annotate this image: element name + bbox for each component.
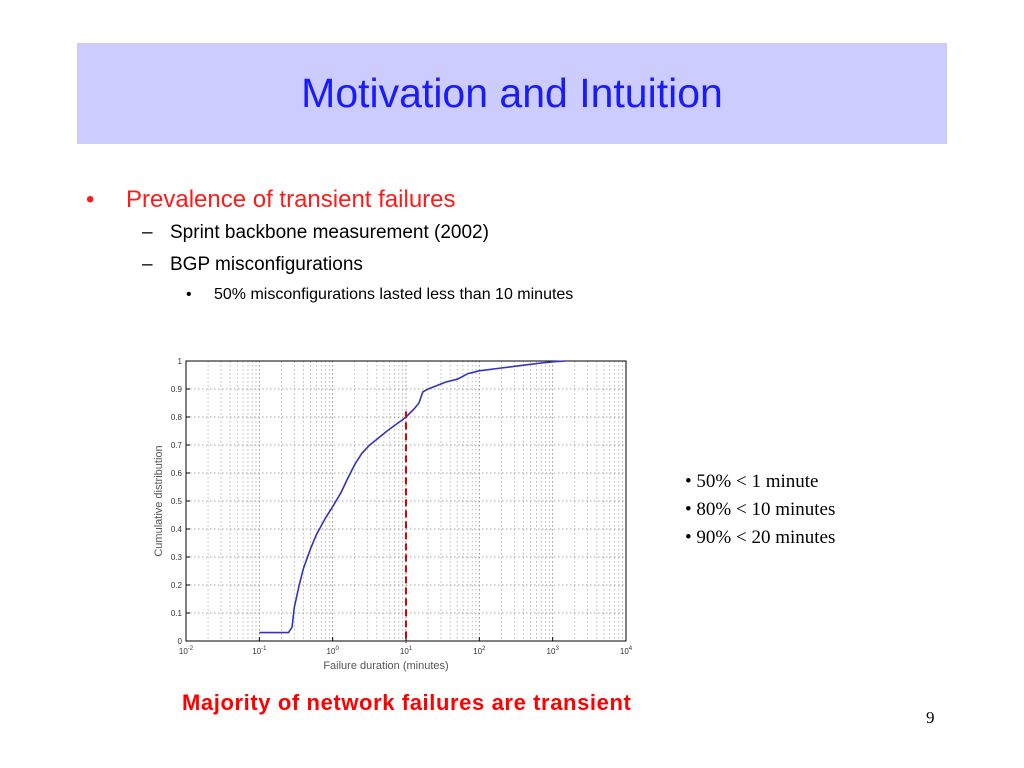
conclusion-text: Majority of network failures are transie… [182, 690, 632, 715]
bullet-text: Sprint backbone measurement (2002) [170, 222, 489, 243]
bullet-bgp-misconfigurations: – BGP misconfigurations [142, 254, 886, 286]
y-tick-label: 0 [178, 637, 183, 646]
note-90-percent: • 90% < 20 minutes [685, 527, 836, 548]
x-tick-label: 10-2 [179, 646, 194, 656]
bullet-list: • Prevalence of transient failures – Spr… [86, 186, 886, 312]
x-tick-exponent: 4 [629, 646, 633, 652]
dash-marker: – [142, 222, 153, 243]
x-tick-label: 101 [400, 646, 413, 656]
x-tick-label: 103 [547, 646, 560, 656]
note-50-percent: • 50% < 1 minute [685, 471, 819, 492]
y-tick-label: 0.9 [171, 385, 183, 394]
series-layer [259, 360, 566, 643]
y-tick-label: 0.1 [171, 609, 183, 618]
x-tick-label: 100 [327, 646, 340, 656]
y-tick-label: 0.8 [171, 413, 183, 422]
slide-title: Motivation and Intuition [301, 70, 723, 116]
y-tick-label: 0.7 [171, 441, 183, 450]
x-tick-label: 102 [473, 646, 486, 656]
bullet-marker: • [86, 186, 95, 213]
y-tick-label: 0.5 [171, 497, 183, 506]
note-80-percent: • 80% < 10 minutes [685, 499, 836, 520]
x-tick-exponent: 2 [482, 646, 486, 652]
bullet-sprint-measurement: – Sprint backbone measurement (2002) [142, 222, 886, 254]
x-axis-label: Failure duration (minutes) [323, 660, 448, 672]
y-axis-label: Cumulative distribution [153, 445, 165, 556]
bullet-transient-failures: • Prevalence of transient failures [86, 186, 886, 222]
x-tick-label: 104 [620, 646, 633, 656]
grid-layer [185, 360, 626, 642]
cdf-series-line [259, 360, 566, 634]
x-tick-exponent: -2 [188, 646, 194, 652]
page-number: 9 [926, 708, 935, 727]
y-tick-label: 0.4 [171, 525, 183, 534]
y-tick-label: 1 [178, 357, 183, 366]
y-tick-label: 0.3 [171, 553, 183, 562]
bullet-misconfig-duration: • 50% misconfigurations lasted less than… [186, 286, 886, 312]
x-tick-exponent: 1 [409, 646, 413, 652]
bullet-text: BGP misconfigurations [170, 254, 363, 275]
y-tick-label: 0.6 [171, 469, 183, 478]
bullet-text: 50% misconfigurations lasted less than 1… [214, 286, 574, 303]
stats-notes: • 50% < 1 minute • 80% < 10 minutes • 90… [685, 468, 905, 552]
x-tick-exponent: -1 [261, 646, 267, 652]
x-tick-exponent: 0 [335, 646, 339, 652]
bullet-marker: • [186, 286, 192, 303]
x-tick-exponent: 3 [555, 646, 559, 652]
cdf-chart: 0 0.1 0.2 0.3 0.4 0.5 0.6 0.7 0.8 0.9 1 10-2 10-1 100… [150, 355, 640, 675]
title-banner: Motivation and Intuition [77, 43, 947, 144]
bullet-text: Prevalence of transient failures [126, 186, 456, 213]
dash-marker: – [142, 254, 153, 275]
x-tick-label: 10-1 [252, 646, 267, 656]
y-tick-label: 0.2 [171, 581, 183, 590]
